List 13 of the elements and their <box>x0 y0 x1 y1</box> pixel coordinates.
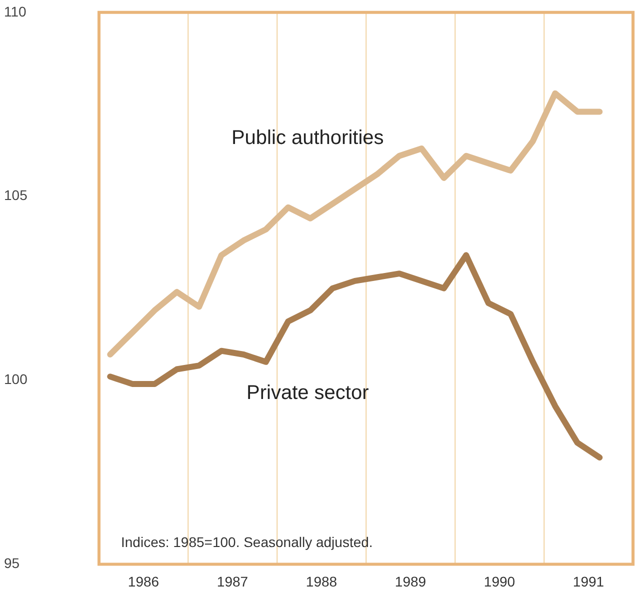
x-tick-label: 1988 <box>306 573 338 590</box>
x-tick-label: 1987 <box>216 573 248 590</box>
series-label: Public authorities <box>231 127 384 150</box>
y-tick-label: 95 <box>4 555 20 572</box>
y-tick-label: 100 <box>4 371 28 388</box>
x-tick-label: 1989 <box>394 573 426 590</box>
x-tick-label: 1986 <box>128 573 160 590</box>
y-tick-label: 110 <box>4 3 27 20</box>
y-tick-label: 105 <box>4 187 28 204</box>
x-tick-label: 1991 <box>572 573 604 590</box>
series-label: Private sector <box>246 382 370 404</box>
x-tick-label: 1990 <box>484 573 516 590</box>
annotation: Indices: 1985=100. Seasonally adjusted. <box>121 534 373 550</box>
